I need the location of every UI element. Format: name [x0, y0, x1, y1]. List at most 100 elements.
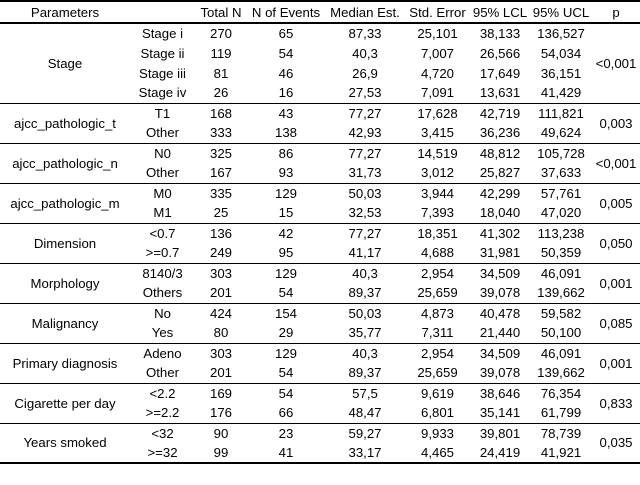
cell-total-n: 270: [195, 22, 247, 43]
cell-ucl-95: 61,799: [540, 405, 582, 421]
cell-median-est: 59,27: [325, 422, 405, 443]
table-row: >=0.7 249 95 41,17 4,688 31,981 50,359: [0, 243, 640, 263]
p-value: 0,001: [592, 262, 640, 303]
cell-total-n: 99: [213, 445, 229, 460]
table-row: >=2.2 176 66 48,47 6,801 35,141 61,799: [0, 403, 640, 423]
p-value: <0,001: [592, 142, 640, 183]
cell-std-error: 4,465: [420, 445, 454, 460]
parameter-name: Malignancy: [0, 302, 130, 343]
cell-median-est: 77,27: [325, 142, 405, 163]
cell-n-of-events: 54: [278, 45, 294, 61]
cell-median-est: 89,37: [348, 365, 382, 381]
cell-level: >=0.7: [145, 245, 180, 261]
cell-median-est: 87,33: [325, 22, 405, 43]
cell-level: No: [130, 302, 195, 323]
cell-total-n: 201: [209, 285, 232, 301]
table-row: ajcc_pathologic_n N0 325 86 77,27 14,519 48,81…: [0, 142, 640, 183]
p-value: 0,001: [592, 342, 640, 383]
cell-n-of-events: 42: [247, 222, 325, 243]
cell-n-of-events: 154: [247, 302, 325, 323]
cell-lcl-95: 26,566: [479, 45, 521, 61]
cell-std-error: 3,012: [420, 165, 454, 181]
cell-level: <32: [130, 422, 195, 443]
cell-std-error: 14,519: [405, 142, 470, 163]
cell-level: >=32: [147, 445, 178, 460]
cell-total-n: 333: [209, 125, 232, 141]
cell-lcl-95: 42,299: [470, 182, 530, 203]
cell-lcl-95: 13,631: [479, 85, 521, 101]
cell-total-n: 176: [209, 405, 232, 421]
cell-lcl-95: 41,302: [470, 222, 530, 243]
cell-total-n: 168: [195, 102, 247, 123]
table-row: Other 201 54 89,37 25,659 39,078 139,662: [0, 363, 640, 383]
header-row: Parameters Total N N of Events Median Es…: [0, 1, 640, 24]
p-value: 0,085: [592, 302, 640, 343]
cell-n-of-events: 54: [247, 382, 325, 403]
cell-total-n: 81: [213, 65, 229, 81]
cell-level: Adeno: [130, 342, 195, 363]
cell-std-error: 18,351: [405, 222, 470, 243]
table-row: ajcc_pathologic_m M0 335 129 50,03 3,944 42,29…: [0, 182, 640, 223]
table-row: Stage Stage i 270 65 87,33 25,101 38,133 136,52…: [0, 22, 640, 103]
cell-lcl-95: 31,981: [479, 245, 521, 261]
cell-total-n: 303: [195, 262, 247, 283]
table-row: Stage ii 119 54 40,3 7,007 26,566 54,034: [0, 43, 640, 63]
cell-n-of-events: 65: [247, 22, 325, 43]
cell-std-error: 3,944: [405, 182, 470, 203]
cell-std-error: 7,007: [420, 45, 454, 61]
table-row: Dimension <0.7 136 42 77,27 18,351 41,302 113,2…: [0, 222, 640, 263]
cell-level: Yes: [151, 325, 174, 341]
cell-ucl-95: 46,091: [530, 342, 592, 363]
cell-n-of-events: 54: [278, 365, 294, 381]
cell-ucl-95: 49,624: [540, 125, 582, 141]
cell-std-error: 2,954: [405, 342, 470, 363]
col-header-95-lcl: 95% LCL: [470, 1, 530, 24]
cell-level: M1: [153, 205, 172, 221]
cell-lcl-95: 34,509: [470, 342, 530, 363]
cell-median-est: 26,9: [352, 65, 378, 81]
parameter-name: Years smoked: [0, 422, 130, 463]
cell-level: Stage ii: [140, 45, 185, 61]
cell-n-of-events: 86: [247, 142, 325, 163]
cell-n-of-events: 46: [278, 65, 294, 81]
p-value: 0,035: [592, 422, 640, 463]
cell-level: N0: [130, 142, 195, 163]
table-row: Malignancy No 424 154 50,03 4,873 40,478 59,582…: [0, 302, 640, 343]
cell-lcl-95: 25,827: [479, 165, 521, 181]
table-row: Other 333 138 42,93 3,415 36,236 49,624: [0, 123, 640, 143]
cell-std-error: 17,628: [405, 102, 470, 123]
cell-median-est: 77,27: [325, 102, 405, 123]
cell-level: Other: [146, 165, 179, 181]
cell-median-est: 33,17: [348, 445, 382, 460]
cell-n-of-events: 93: [278, 165, 294, 181]
cell-total-n: 25: [213, 205, 229, 221]
cell-n-of-events: 95: [278, 245, 294, 261]
cell-total-n: 119: [210, 45, 232, 61]
cell-lcl-95: 38,133: [470, 22, 530, 43]
cell-n-of-events: 41: [278, 445, 294, 460]
table-row: Cigarette per day <2.2 169 54 57,5 9,619 38,64…: [0, 382, 640, 423]
p-value: 0,005: [592, 182, 640, 223]
parameter-name: Primary diagnosis: [0, 342, 130, 383]
cell-lcl-95: 40,478: [470, 302, 530, 323]
cell-std-error: 9,619: [405, 382, 470, 403]
cell-std-error: 7,091: [420, 85, 454, 101]
cell-level: Other: [146, 365, 179, 381]
cell-ucl-95: 50,359: [540, 245, 582, 261]
cell-n-of-events: 29: [278, 325, 294, 341]
cell-std-error: 25,101: [405, 22, 470, 43]
cell-lcl-95: 39,078: [479, 365, 521, 381]
parameter-name: Cigarette per day: [0, 382, 130, 423]
cell-level: <2.2: [130, 382, 195, 403]
cell-median-est: 40,3: [352, 45, 378, 61]
table-row: Years smoked <32 90 23 59,27 9,933 39,801 78,73…: [0, 422, 640, 463]
p-value: <0,001: [592, 22, 640, 103]
cell-ucl-95: 36,151: [540, 65, 582, 81]
cell-total-n: 335: [195, 182, 247, 203]
cell-n-of-events: 138: [274, 125, 297, 141]
table-row: Stage iii 81 46 26,9 4,720 17,649 36,151: [0, 63, 640, 83]
cell-median-est: 48,47: [348, 405, 382, 421]
cell-ucl-95: 139,662: [537, 285, 585, 301]
cell-total-n: 90: [195, 422, 247, 443]
